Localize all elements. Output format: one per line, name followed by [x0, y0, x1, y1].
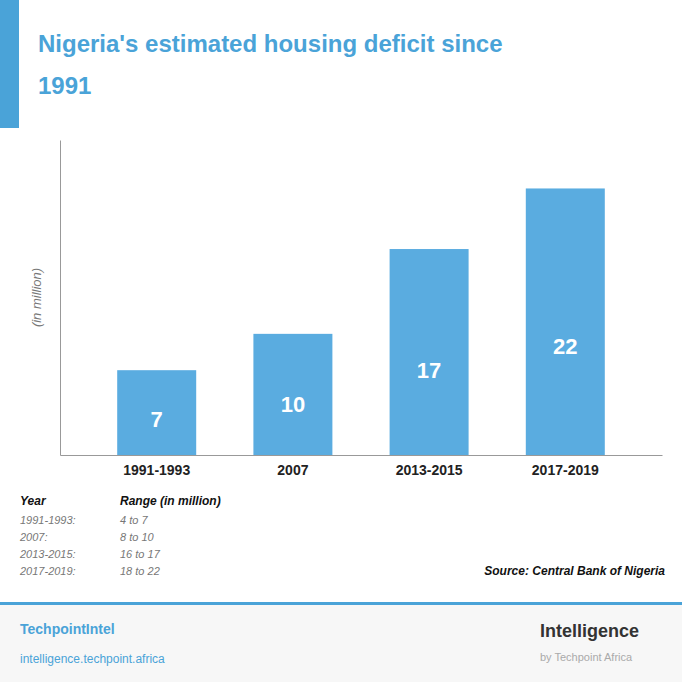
table-cell: 16 to 17	[120, 548, 161, 560]
data-label: 10	[281, 392, 305, 417]
table-cell: 2007:	[19, 531, 48, 543]
table-cell: 2017-2019:	[19, 565, 76, 577]
x-tick: 2013-2015	[396, 462, 463, 478]
table-cell: 2013-2015:	[19, 548, 76, 560]
annotation: Intelligence	[540, 621, 639, 641]
title: 1991	[38, 72, 91, 99]
background	[0, 0, 682, 682]
x-tick: 2007	[277, 462, 308, 478]
bar	[526, 188, 605, 455]
bar	[117, 370, 196, 455]
y-axis-label: (in million)	[29, 268, 44, 327]
separator	[0, 602, 682, 605]
x-tick-label: 2017-2019	[532, 462, 599, 478]
table-cell: 4 to 7	[120, 514, 148, 526]
x-axis: 1991-1993 2007 2013-2015 2017-2019	[61, 456, 663, 478]
table-header: Year	[20, 494, 47, 508]
x-tick: 2017-2019	[532, 462, 599, 478]
x-tick: 1991-1993	[123, 462, 190, 478]
table-cell: 8 to 10	[120, 531, 155, 543]
x-tick-label: 2007	[277, 462, 308, 478]
annotation: intelligence.techpoint.africa	[20, 652, 165, 666]
annotation: by Techpoint Africa	[540, 651, 633, 663]
table-header: Range (in million)	[120, 494, 221, 508]
bars	[117, 188, 605, 455]
table: Year Range (in million) 1991-1993: 4 to 7 20…	[19, 494, 221, 577]
chart: Nigeria's estimated housing deficit sinc…	[0, 0, 682, 682]
x-tick-label: 2013-2015	[396, 462, 463, 478]
source: Source: Central Bank of Nigeria	[484, 564, 665, 578]
table-cell: 18 to 22	[120, 565, 160, 577]
data-label: 22	[553, 334, 577, 359]
y-axis	[60, 141, 61, 456]
bar	[390, 249, 469, 455]
accent-bar	[0, 0, 19, 128]
table-cell: 1991-1993:	[20, 514, 76, 526]
bar	[253, 334, 332, 455]
x-axis-line	[61, 455, 663, 456]
y-axis-line	[60, 141, 61, 456]
data-label: 7	[151, 407, 163, 432]
data-labels: 7 10 17 22	[151, 334, 578, 432]
x-tick-label: 1991-1993	[123, 462, 190, 478]
annotation: TechpointIntel	[20, 621, 115, 637]
title: Nigeria's estimated housing deficit sinc…	[38, 30, 503, 57]
footer-background	[0, 605, 682, 682]
data-label: 17	[417, 358, 441, 383]
